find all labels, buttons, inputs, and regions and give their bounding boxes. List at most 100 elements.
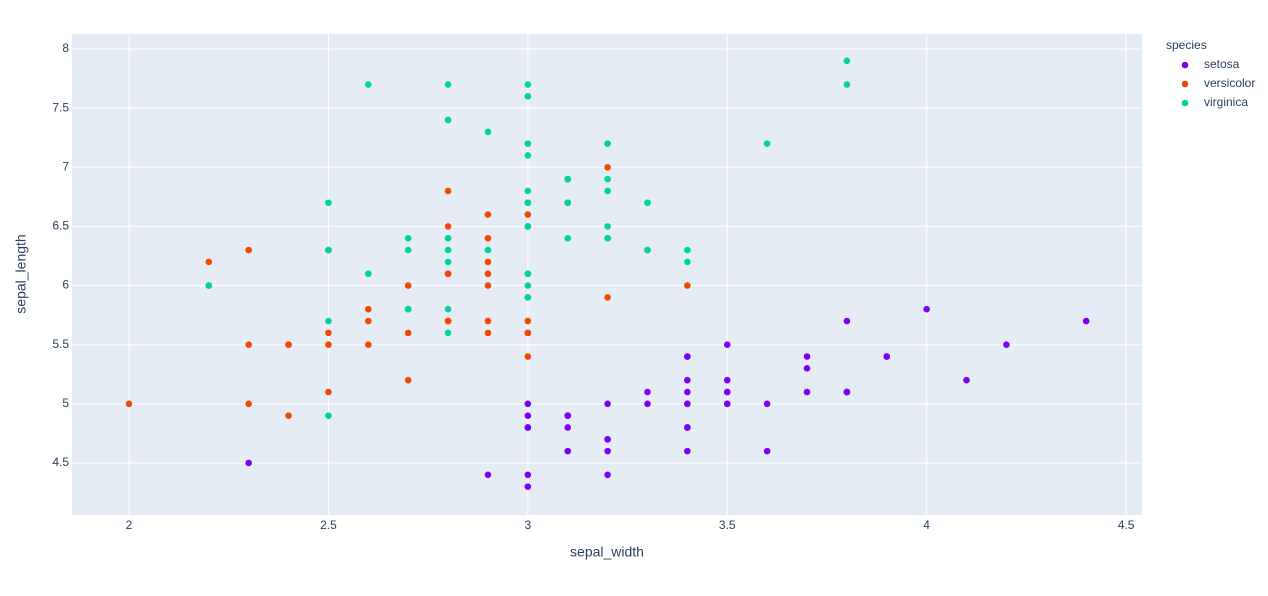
point — [365, 81, 372, 88]
point — [365, 341, 372, 348]
y-tick-label: 5.5 — [52, 337, 69, 351]
point — [484, 329, 492, 337]
point — [684, 282, 691, 289]
point — [205, 282, 213, 289]
point — [684, 353, 691, 360]
point — [325, 329, 332, 337]
point — [524, 424, 532, 431]
point — [484, 471, 492, 479]
y-tick-label: 6.5 — [52, 219, 69, 233]
point — [684, 388, 691, 396]
point — [524, 81, 532, 88]
point — [245, 246, 252, 254]
point — [365, 317, 372, 325]
legend-label[interactable]: versicolor — [1204, 76, 1255, 90]
legend-label[interactable]: virginica — [1204, 95, 1248, 109]
point — [484, 211, 492, 218]
point — [1003, 341, 1010, 348]
point — [524, 140, 532, 147]
point — [723, 388, 731, 396]
point — [125, 400, 133, 408]
point — [484, 246, 492, 254]
point — [684, 424, 691, 431]
point — [444, 234, 452, 242]
point — [524, 152, 532, 159]
legend-marker[interactable] — [1181, 99, 1189, 107]
point — [325, 246, 332, 254]
point — [285, 412, 292, 419]
point — [245, 459, 252, 467]
point — [604, 163, 611, 171]
point — [803, 365, 811, 372]
point — [644, 388, 651, 396]
y-tick-label: 6 — [62, 278, 69, 292]
point — [564, 175, 572, 183]
point — [484, 282, 492, 289]
point — [444, 187, 452, 195]
point — [325, 341, 332, 348]
point — [524, 294, 532, 301]
point — [404, 329, 412, 337]
x-tick-label: 4.5 — [1118, 518, 1135, 532]
point — [684, 400, 691, 408]
point — [644, 400, 651, 408]
point — [684, 447, 691, 455]
point — [843, 81, 851, 88]
point — [325, 388, 332, 396]
point — [604, 140, 611, 147]
point — [604, 294, 611, 301]
legend-title: species — [1166, 38, 1207, 52]
x-tick-label: 2.5 — [320, 518, 337, 532]
point — [404, 376, 412, 384]
point — [484, 234, 492, 242]
point — [444, 305, 452, 313]
point — [444, 81, 452, 88]
point — [325, 412, 332, 419]
point — [564, 234, 572, 242]
point — [723, 376, 731, 384]
point — [245, 341, 252, 348]
point — [684, 246, 691, 254]
point — [564, 447, 572, 455]
point — [763, 140, 771, 147]
point — [843, 317, 851, 325]
y-tick-label: 5 — [62, 396, 69, 410]
point — [604, 234, 611, 242]
point — [843, 57, 851, 65]
legend-marker[interactable] — [1181, 80, 1189, 88]
point — [684, 376, 691, 384]
legend-marker[interactable] — [1181, 61, 1189, 69]
point — [365, 270, 372, 278]
legend-label[interactable]: setosa — [1204, 57, 1240, 71]
point — [524, 317, 532, 325]
point — [604, 400, 611, 408]
point — [684, 258, 691, 266]
x-tick-label: 2 — [126, 518, 133, 532]
point — [524, 412, 532, 419]
point — [524, 483, 532, 490]
point — [484, 258, 492, 266]
point — [923, 305, 930, 313]
point — [524, 211, 532, 218]
plot-area — [72, 34, 1142, 515]
point — [524, 199, 532, 207]
point — [564, 412, 572, 419]
point — [843, 388, 851, 396]
point — [444, 246, 452, 254]
point — [484, 270, 492, 278]
x-tick-label: 3 — [524, 518, 531, 532]
point — [404, 246, 412, 254]
point — [484, 317, 492, 325]
point — [803, 353, 811, 360]
point — [444, 223, 452, 230]
point — [444, 258, 452, 266]
point — [1082, 317, 1090, 325]
point — [404, 305, 412, 313]
y-tick-label: 7.5 — [52, 100, 69, 114]
point — [444, 329, 452, 337]
point — [285, 341, 292, 348]
point — [564, 424, 572, 431]
point — [484, 128, 492, 136]
point — [963, 376, 970, 384]
